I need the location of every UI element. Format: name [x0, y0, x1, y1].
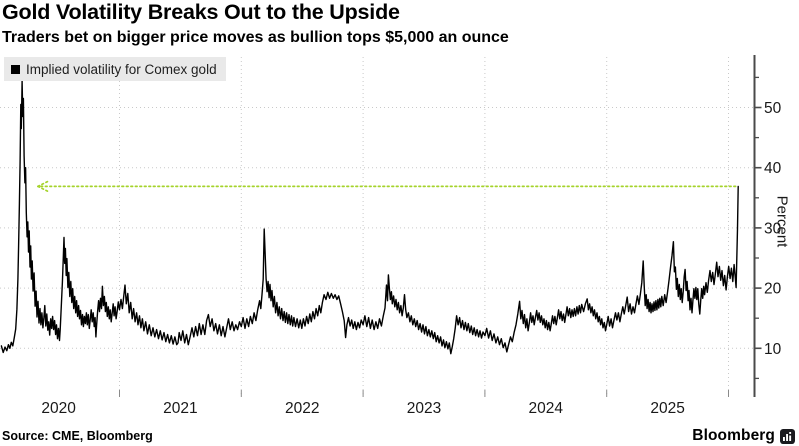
x-year-label: 2022	[285, 400, 319, 417]
y-axis-title: Percent	[773, 195, 791, 248]
y-tick-label: 20	[764, 281, 782, 298]
x-year-label: 2021	[163, 400, 197, 417]
x-year-label: 2023	[407, 400, 441, 417]
x-year-label: 2020	[41, 400, 76, 417]
page-title: Gold Volatility Breaks Out to the Upside	[2, 0, 400, 24]
bloomberg-attribution: Bloomberg	[692, 427, 795, 445]
page-subtitle: Traders bet on bigger price moves as bul…	[2, 29, 509, 46]
y-tick-label: 50	[764, 100, 782, 117]
legend-swatch-square-icon	[11, 64, 20, 74]
x-year-label: 2024	[529, 400, 564, 417]
source-note: Source: CME, Bloomberg	[2, 429, 153, 443]
volatility-line	[0, 80, 739, 355]
green-arrowhead-icon	[37, 180, 50, 188]
green-arrowhead-icon	[37, 185, 50, 193]
y-tick-label: 30	[764, 220, 782, 237]
bloomberg-terminal-icon	[780, 428, 795, 444]
legend-label: Implied volatility for Comex gold	[26, 61, 217, 77]
bloomberg-wordmark: Bloomberg	[692, 427, 775, 444]
legend: Implied volatility for Comex gold	[4, 57, 226, 81]
x-year-label: 2025	[650, 400, 684, 417]
y-tick-label: 40	[764, 160, 782, 177]
y-tick-label: 10	[764, 341, 782, 358]
